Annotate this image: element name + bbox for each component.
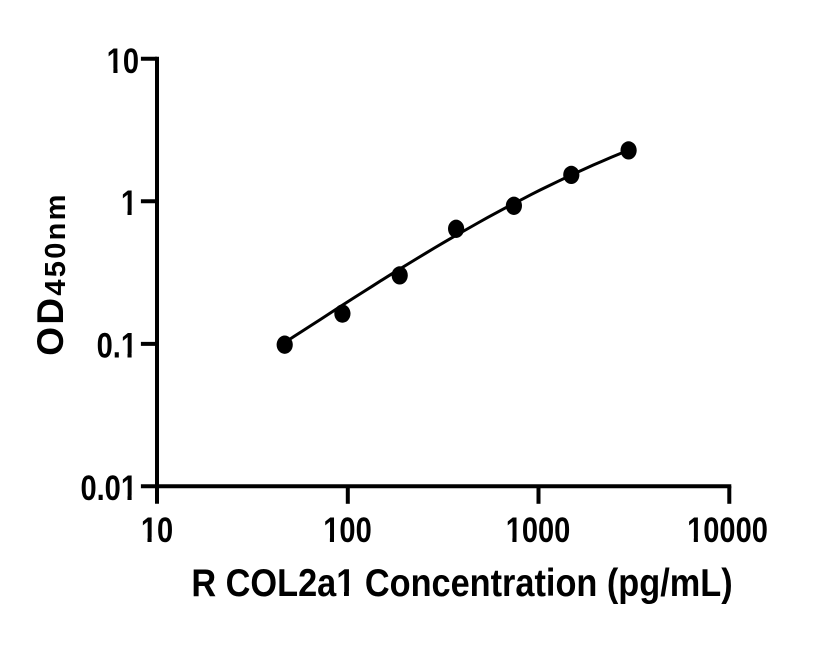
svg-text:0.01: 0.01 xyxy=(80,468,137,507)
svg-text:1000: 1000 xyxy=(506,510,571,549)
svg-text:100: 100 xyxy=(323,510,371,549)
svg-text:0.1: 0.1 xyxy=(97,326,137,365)
svg-text:R COL2a1 Concentration (pg/mL): R COL2a1 Concentration (pg/mL) xyxy=(191,561,732,605)
